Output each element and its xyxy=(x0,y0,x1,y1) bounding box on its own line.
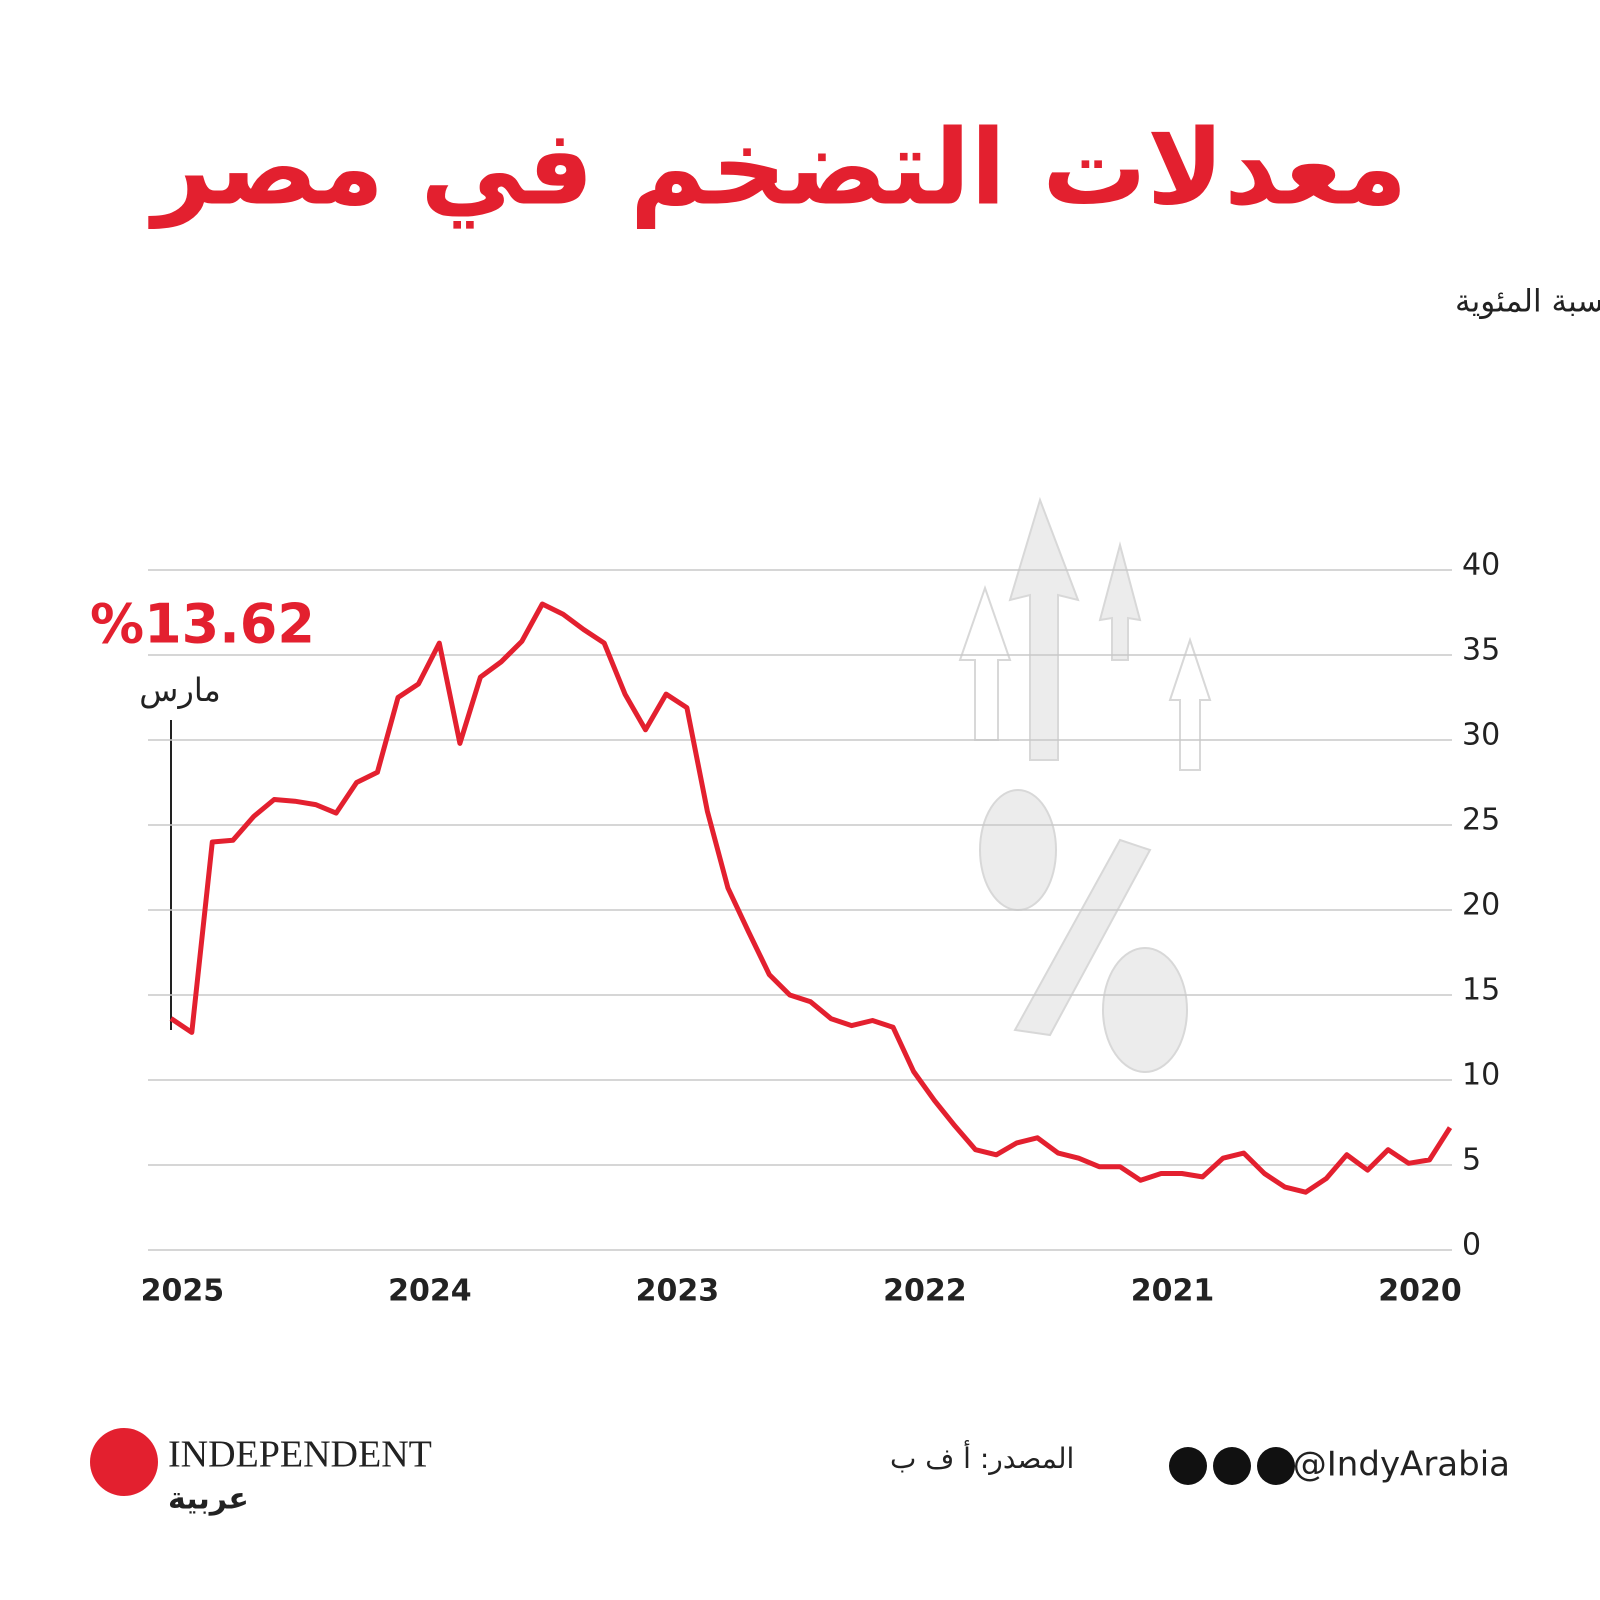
percent-icon xyxy=(1013,838,1152,1037)
percent-icon xyxy=(979,789,1057,911)
y-tick-label: 10 xyxy=(1462,1058,1500,1093)
brand: INDEPENDENT xyxy=(168,1434,432,1476)
brand-sub: عربية xyxy=(168,1482,249,1517)
instagram-icon[interactable] xyxy=(1257,1447,1295,1485)
y-tick-label: 5 xyxy=(1462,1143,1481,1178)
decoration xyxy=(958,496,1212,1073)
source: المصدر: أ ف ب xyxy=(890,1439,1074,1475)
x-tick-label: 2025 xyxy=(141,1274,225,1309)
footer: INDEPENDENT عربية المصدر: أ ف ب @IndyAra… xyxy=(90,1428,1510,1517)
y-tick-label: 0 xyxy=(1462,1228,1481,1263)
arrow-icon xyxy=(1098,541,1142,661)
annotation-value: %13.62 xyxy=(90,593,315,656)
y-tick-label: 15 xyxy=(1462,973,1500,1008)
arrow-icon xyxy=(1168,636,1212,771)
x-icon[interactable] xyxy=(1169,1447,1207,1485)
y-tick-label: 30 xyxy=(1462,718,1500,753)
annotation-month: مارس xyxy=(139,671,220,709)
chart-title: معدلات التضخم في مصر xyxy=(148,106,1408,229)
data-line xyxy=(169,601,1453,1195)
y-tick-label: 20 xyxy=(1462,888,1500,923)
x-tick-label: 2024 xyxy=(388,1274,472,1309)
facebook-icon[interactable] xyxy=(1213,1447,1251,1485)
percent-icon xyxy=(1102,947,1188,1073)
x-tick-label: 2020 xyxy=(1378,1274,1462,1309)
x-tick-label: 2023 xyxy=(636,1274,720,1309)
x-tick-label: 2021 xyxy=(1131,1274,1215,1309)
x-tick-label: 2022 xyxy=(883,1274,967,1309)
chart-subtitle: الرقم العام لأسعار المستهلكين، التغير ال… xyxy=(1455,281,1600,320)
arrow-icon xyxy=(1008,496,1080,761)
logo-mark xyxy=(90,1428,158,1496)
y-tick-label: 40 xyxy=(1462,548,1500,583)
y-tick-label: 35 xyxy=(1462,633,1500,668)
y-tick-label: 25 xyxy=(1462,803,1500,838)
handle: @IndyArabia xyxy=(1293,1445,1510,1485)
